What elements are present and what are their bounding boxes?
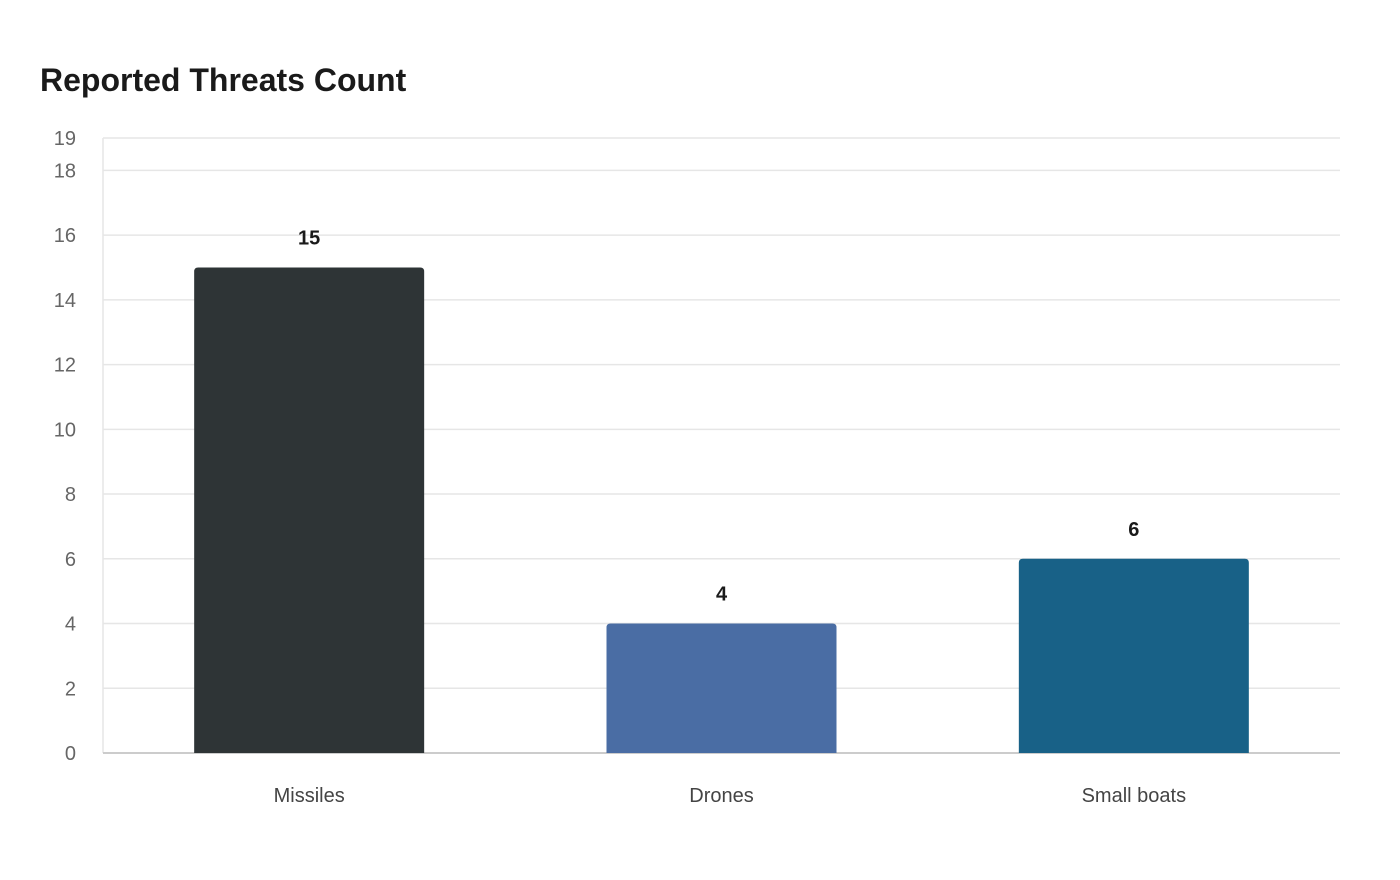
data-label: 6 [1128, 519, 1139, 541]
y-tick-label: 6 [65, 549, 76, 571]
y-tick-label: 10 [54, 419, 76, 441]
y-tick-label: 14 [54, 290, 76, 312]
y-tick-label: 19 [54, 128, 76, 150]
y-tick-label: 2 [65, 678, 76, 700]
y-tick-label: 0 [65, 743, 76, 765]
y-tick-label: 12 [54, 355, 76, 377]
y-tick-label: 16 [54, 225, 76, 247]
bar-layer [194, 267, 1249, 753]
x-tick-label: Missiles [274, 785, 345, 807]
y-tick-label: 18 [54, 160, 76, 182]
y-tick-label: 4 [65, 614, 76, 636]
x-tick-label: Small boats [1082, 785, 1187, 807]
bar-drones [606, 623, 837, 753]
label-layer: 0 2 4 6 8 10 12 14 16 18 19 15 Missiles 4 Drones 6 Small… [54, 128, 1186, 807]
data-label: 15 [298, 227, 320, 249]
bar-small-boats [1018, 558, 1249, 753]
x-tick-label: Drones [689, 785, 753, 807]
chart-title: Reported Threats Count [40, 62, 407, 98]
data-label: 4 [716, 584, 728, 606]
bar-missiles [194, 267, 425, 753]
y-tick-label: 8 [65, 484, 76, 506]
